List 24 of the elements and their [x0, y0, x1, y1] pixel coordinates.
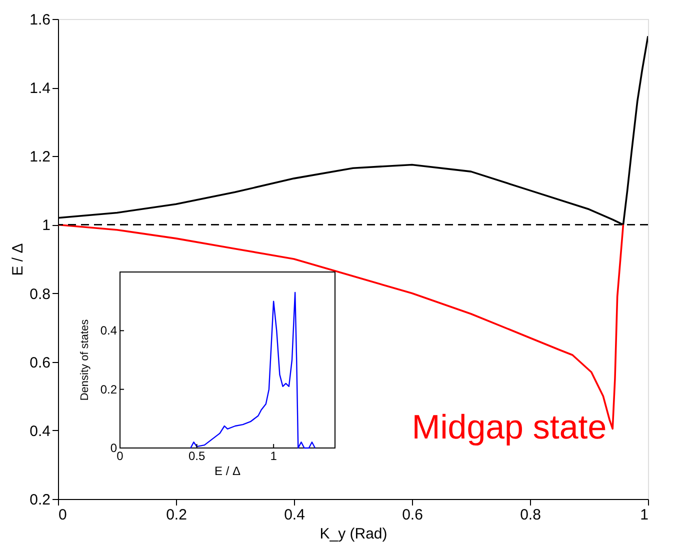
y-axis-title: E / Δ	[10, 243, 27, 276]
x-tick-label: 1	[640, 506, 648, 524]
y-tick-label: 1	[42, 217, 50, 234]
y-tick-label: 0.4	[30, 422, 50, 440]
x-tick-label: 0.4	[284, 506, 305, 524]
y-tick-label: 0.2	[30, 492, 50, 508]
y-tick-label: 0.8	[30, 286, 50, 303]
annotation: Midgap state	[412, 408, 607, 447]
x-tick-label: 0	[58, 506, 67, 524]
x-axis-title: K_y (Rad)	[320, 526, 388, 542]
x-axis-title: E / Δ	[214, 464, 241, 478]
x-tick-label: 0.5	[188, 449, 206, 463]
y-tick-label: 1.6	[30, 12, 50, 28]
y-tick-label: 0.2	[100, 382, 118, 396]
x-tick-label: 0.6	[402, 506, 423, 524]
y-tick-label: 1.2	[30, 148, 50, 166]
y-tick-label: 0.4	[100, 324, 118, 338]
x-tick-label: 0.8	[520, 506, 541, 524]
y-tick-label: 1.4	[30, 80, 50, 98]
line-series	[190, 292, 316, 449]
x-tick-label: 1	[270, 449, 278, 463]
y-axis-title: Density of states	[79, 318, 91, 401]
x-tick-label: 0.2	[166, 506, 187, 524]
y-tick-label: 0.6	[30, 354, 50, 372]
